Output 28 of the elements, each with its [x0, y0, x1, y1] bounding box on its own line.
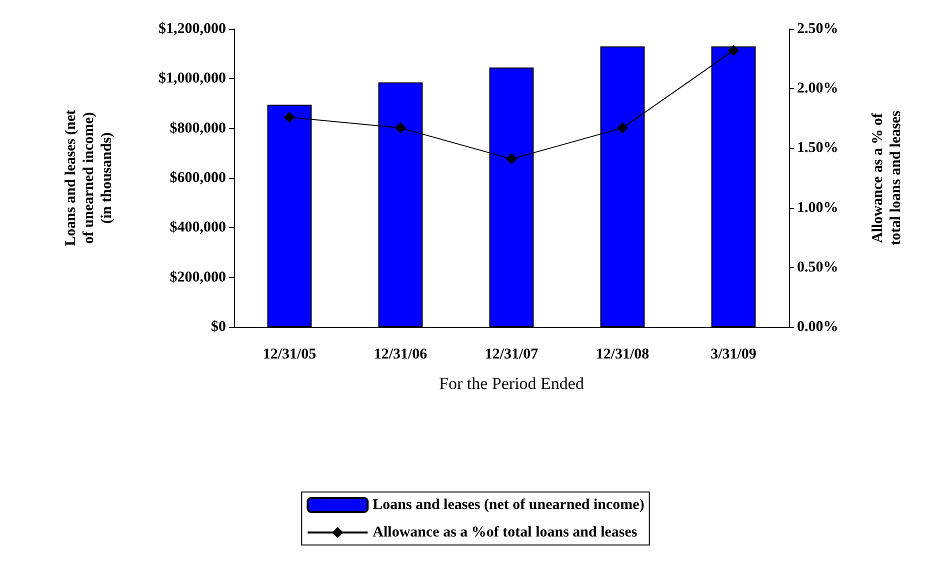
x-tick-label: 12/31/08: [596, 346, 650, 362]
y2-tick-label: 0.50%: [797, 259, 838, 276]
y2-tick-label: 2.50%: [797, 21, 838, 37]
legend-label: Loans and leases (net of unearned income): [372, 497, 644, 513]
y2-axis-title: Allowance as a % of total loans and leases: [870, 110, 904, 246]
y2-tick-label: 0.00%: [797, 319, 838, 335]
x-tick-label: 12/31/06: [374, 346, 428, 362]
point: [506, 153, 517, 164]
y-tick-label: $0: [211, 319, 226, 335]
x-axis-title: For the Period Ended: [439, 374, 584, 393]
x-tick-label: 12/31/07: [484, 346, 539, 362]
legend-label: Allowance as a %of total loans and leases: [372, 524, 638, 540]
point: [728, 44, 739, 56]
y-tick-label: $800,000: [170, 120, 226, 136]
y2-tick-label: 1.50%: [797, 140, 838, 156]
point: [395, 122, 406, 134]
x-tick-label: 12/31/05: [262, 346, 316, 362]
y-tick-label: $400,000: [170, 220, 226, 236]
y-tick-label: $1,200,000: [158, 21, 226, 37]
y-tick-label: $200,000: [170, 269, 226, 286]
x-tick-label: 3/31/09: [710, 346, 756, 362]
point: [617, 122, 628, 134]
point: [284, 112, 295, 123]
y-tick-label: $1,000,000: [158, 70, 226, 87]
y2-tick-label: 1.00%: [797, 200, 838, 216]
y-axis-title: Loans and leases (net of unearned income) (in thousands): [63, 110, 115, 246]
y-tick-label: $600,000: [170, 170, 226, 186]
y2-tick-label: 2.00%: [797, 80, 838, 97]
